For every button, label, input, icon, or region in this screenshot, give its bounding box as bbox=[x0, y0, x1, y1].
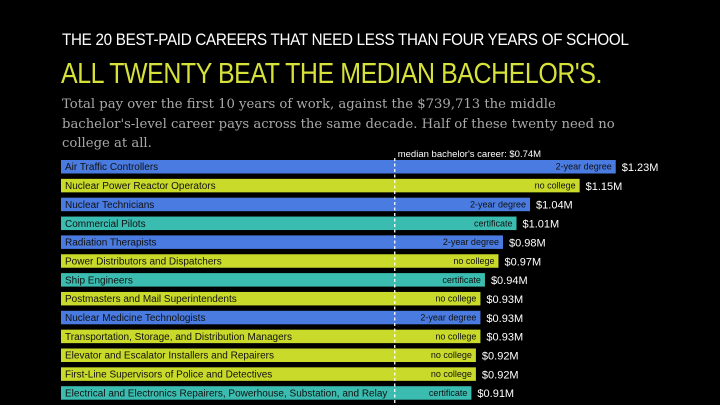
chart-headline: ALL TWENTY BEAT THE MEDIAN BACHELOR'S. bbox=[61, 58, 602, 90]
bar-category-label: Transportation, Storage, and Distributio… bbox=[65, 332, 292, 343]
bar-value-label: $0.94M bbox=[491, 275, 528, 287]
bar-value-label: $0.98M bbox=[509, 237, 546, 249]
bar bbox=[61, 178, 580, 193]
bar bbox=[61, 160, 616, 174]
bar bbox=[61, 310, 481, 325]
bar-education-label: no college bbox=[431, 369, 472, 379]
bar-education-label: no college bbox=[435, 331, 476, 341]
bar-category-label: Electrical and Electronics Repairers, Po… bbox=[65, 388, 387, 399]
bar bbox=[61, 235, 503, 249]
bar-value-label: $1.15M bbox=[586, 181, 623, 193]
bar bbox=[61, 291, 481, 306]
bar-education-label: certificate bbox=[474, 218, 513, 228]
bar-value-label: $0.97M bbox=[504, 256, 541, 268]
bar bbox=[61, 348, 476, 362]
bar-category-label: Air Traffic Controllers bbox=[65, 162, 158, 173]
bar-education-label: 2-year degree bbox=[420, 313, 476, 323]
bar-education-label: 2-year degree bbox=[443, 237, 499, 247]
bar-education-label: 2-year degree bbox=[556, 162, 612, 172]
bar-category-label: Power Distributors and Dispatchers bbox=[65, 256, 222, 267]
bar bbox=[61, 367, 476, 381]
bar-education-label: certificate bbox=[429, 388, 468, 398]
bar-value-label: $0.92M bbox=[482, 369, 519, 381]
bar-category-label: Commercial Pilots bbox=[65, 219, 146, 230]
bar bbox=[61, 273, 485, 287]
bar-value-label: $1.01M bbox=[523, 219, 560, 231]
bar-value-label: $0.92M bbox=[482, 351, 519, 363]
bar-education-label: 2-year degree bbox=[470, 199, 526, 209]
bar-category-label: Radiation Therapists bbox=[65, 238, 157, 249]
bar bbox=[61, 216, 517, 231]
bar bbox=[61, 197, 531, 212]
bar-category-label: Postmasters and Mail Superintendents bbox=[65, 294, 237, 305]
bar-value-label: $0.93M bbox=[486, 294, 523, 306]
bar-value-label: $0.93M bbox=[486, 332, 523, 344]
bar-category-label: Nuclear Power Reactor Operators bbox=[65, 181, 216, 192]
bar-education-label: no college bbox=[431, 350, 472, 360]
bar bbox=[61, 329, 481, 344]
bar-category-label: Elevator and Escalator Installers and Re… bbox=[65, 351, 274, 362]
bar-value-label: $0.93M bbox=[486, 313, 523, 325]
bar bbox=[61, 254, 499, 268]
median-reference-label: median bachelor's career: $0.74M bbox=[398, 149, 541, 160]
bar-education-label: certificate bbox=[442, 275, 481, 285]
bar-value-label: $1.04M bbox=[536, 200, 573, 212]
chart-kicker: THE 20 BEST-PAID CAREERS THAT NEED LESS … bbox=[62, 31, 629, 49]
bar-value-label: $0.91M bbox=[477, 388, 514, 400]
bar-category-label: Ship Engineers bbox=[65, 275, 133, 286]
chart-subtitle: Total pay over the first 10 years of wor… bbox=[62, 97, 615, 151]
bar-category-label: First-Line Supervisors of Police and Det… bbox=[65, 370, 272, 381]
bar-category-label: Nuclear Medicine Technologists bbox=[65, 313, 205, 324]
bar-value-label: $1.23M bbox=[622, 162, 659, 174]
bar-education-label: no college bbox=[535, 181, 576, 191]
bar-category-label: Nuclear Technicians bbox=[65, 200, 154, 211]
bar bbox=[61, 386, 472, 400]
bar-education-label: no college bbox=[435, 294, 476, 304]
bar-education-label: no college bbox=[453, 256, 494, 266]
